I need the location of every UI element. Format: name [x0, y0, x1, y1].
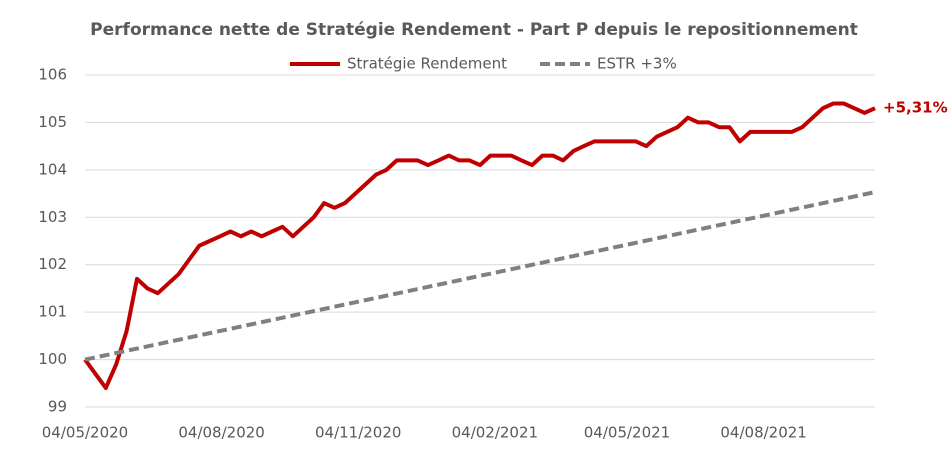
series-line: [83, 101, 876, 390]
x-tick-label: 04/05/2021: [584, 424, 670, 442]
y-tick-label: 105: [38, 113, 67, 131]
legend-label: ESTR +3%: [597, 55, 677, 73]
y-tick-label: 106: [38, 66, 67, 84]
x-tick-label: 04/05/2020: [42, 424, 128, 442]
y-tick-label: 103: [38, 208, 67, 226]
y-tick-label: 104: [38, 160, 67, 178]
x-tick-label: 04/11/2020: [315, 424, 401, 442]
legend-label: Stratégie Rendement: [347, 55, 507, 73]
annotation: +5,31%: [883, 99, 948, 117]
y-tick-label: 101: [38, 303, 67, 321]
x-tick-label: 04/08/2020: [178, 424, 264, 442]
y-tick-label: 102: [38, 255, 67, 273]
y-tick-label: 99: [48, 398, 67, 416]
chart-title: Performance nette de Stratégie Rendement…: [90, 20, 858, 40]
x-tick-label: 04/02/2021: [452, 424, 538, 442]
x-tick-label: 04/08/2021: [720, 424, 806, 442]
y-tick-label: 100: [38, 350, 67, 368]
